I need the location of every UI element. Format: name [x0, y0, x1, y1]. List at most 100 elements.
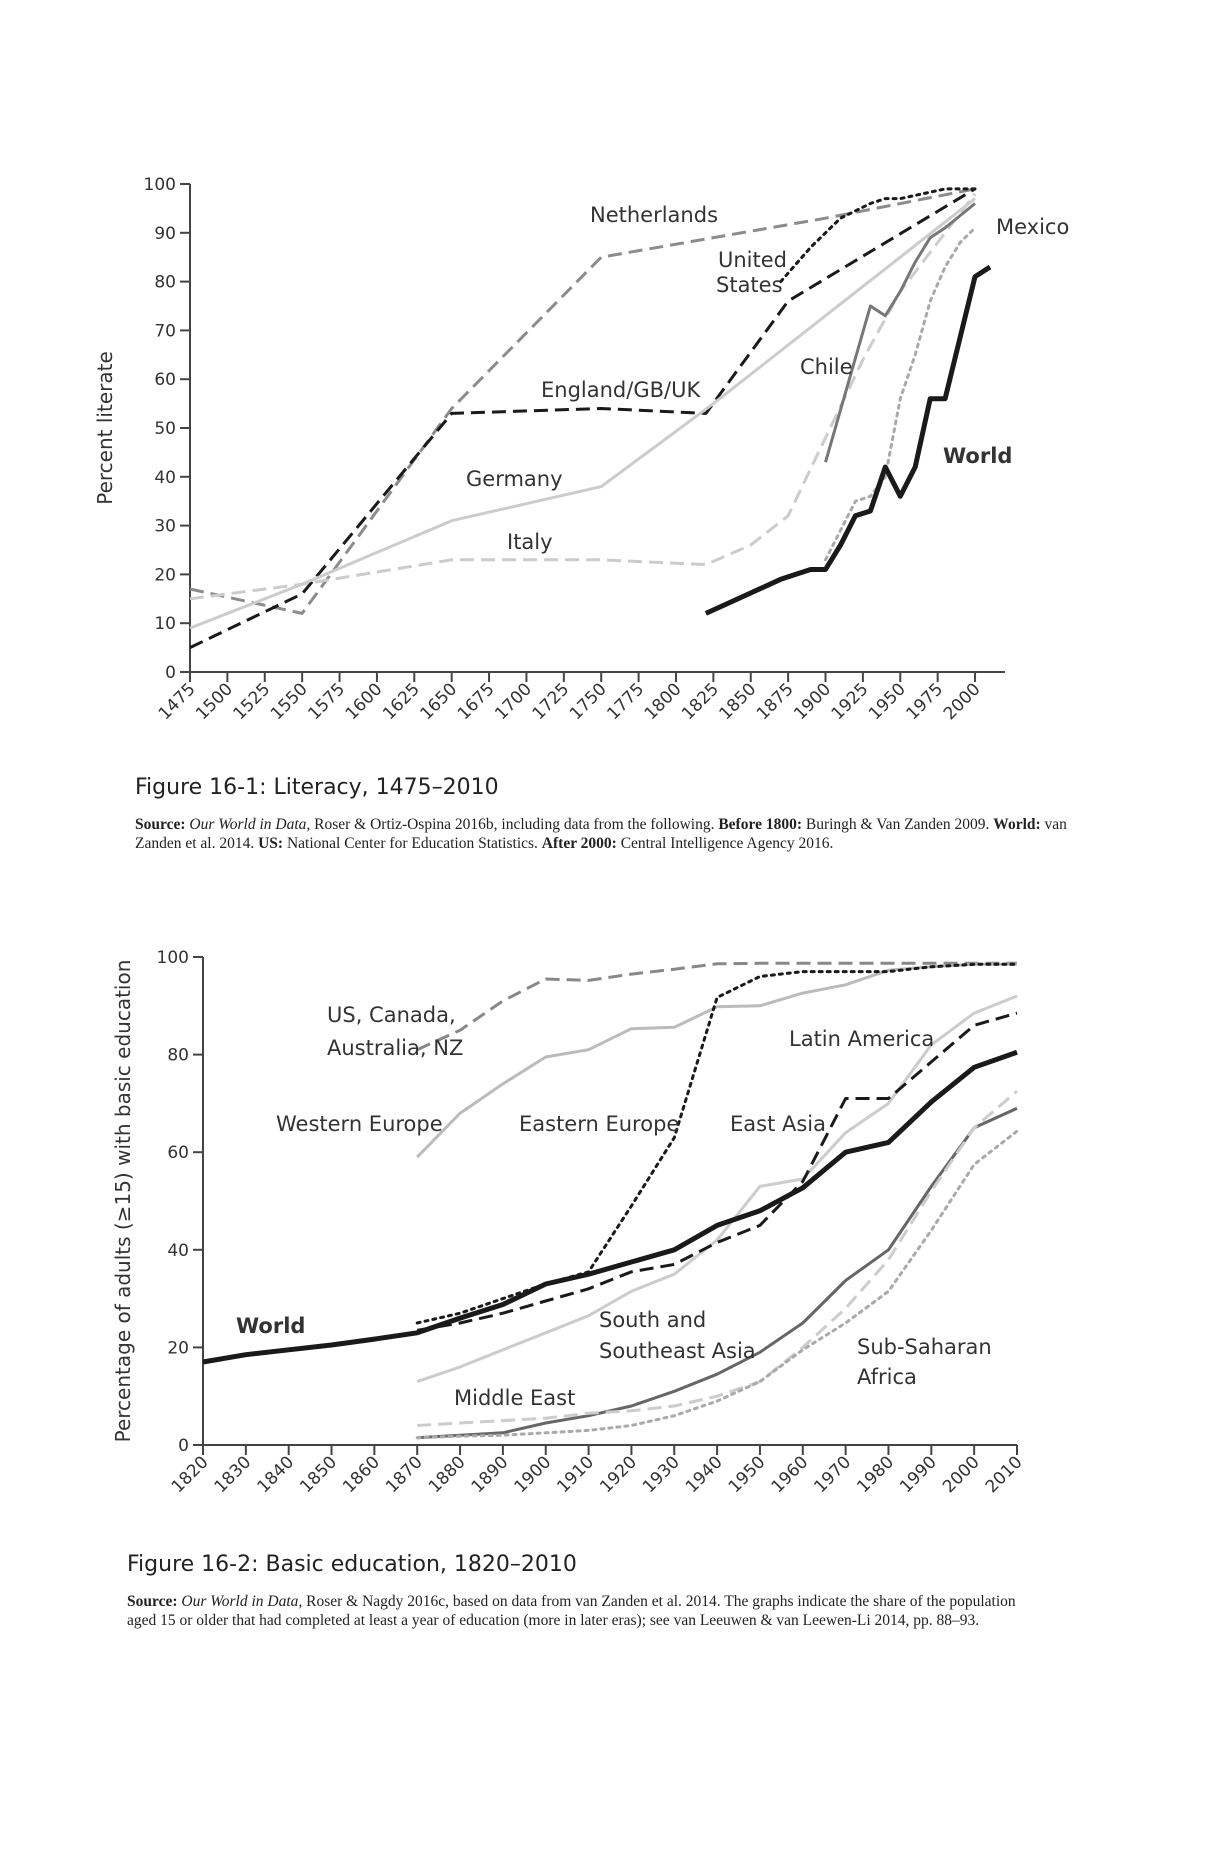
x-tick-label: 1970 [810, 1452, 855, 1497]
x-tick-label: 1650 [416, 679, 461, 724]
series-label: East Asia [730, 1112, 826, 1136]
y-tick-label: 20 [154, 565, 176, 585]
source-lead: Source: [127, 1593, 178, 1610]
x-tick-label: 1575 [304, 679, 349, 724]
source-text: Roser & Nagdy 2016c, based on data from … [127, 1593, 1016, 1629]
series-line-eastern-europe [415, 962, 1019, 1325]
x-tick-label: 1870 [382, 1452, 427, 1497]
figure-2-source: Source: Our World in Data, Roser & Nagdy… [127, 1592, 1037, 1630]
series-line-east-asia [416, 1011, 1018, 1332]
source-text: National Center for Education Statistics… [283, 835, 542, 852]
x-tick-label: 1890 [468, 1452, 513, 1497]
x-tick-label: 1840 [253, 1452, 298, 1497]
series-label: World [236, 1314, 305, 1338]
x-tick-label: 1860 [339, 1452, 384, 1497]
y-tick-label: 20 [167, 1338, 189, 1358]
x-tick-label: 1950 [865, 679, 910, 724]
series-line-netherlands [189, 187, 976, 615]
y-tick-label: 30 [154, 517, 176, 537]
series-line-world [202, 1049, 1018, 1365]
source-publication: Our World in Data, [189, 816, 311, 833]
x-tick-label: 1600 [342, 679, 387, 724]
x-tick-label: 1975 [902, 679, 947, 724]
x-tick-label: 1875 [753, 679, 798, 724]
series-label: Middle East [454, 1386, 575, 1410]
series-line-italy [189, 192, 977, 601]
series-label: Italy [507, 530, 553, 554]
series-line-chile [824, 202, 976, 463]
source-us: US: [258, 835, 284, 852]
source-text: Roser & Ortiz-Ospina 2016b, including da… [310, 816, 719, 833]
series-label: Germany [466, 467, 563, 491]
series-label: Southeast Asia [599, 1339, 756, 1363]
source-lead: Source: [135, 816, 186, 833]
y-tick-label: 60 [167, 1143, 189, 1163]
source-text: Central Intelligence Agency 2016. [616, 835, 834, 852]
x-tick-label: 1500 [192, 679, 237, 724]
x-tick-label: 1725 [529, 679, 574, 724]
series-label: Australia, NZ [327, 1036, 463, 1060]
series-line-england-gb-uk [189, 187, 976, 649]
y-tick-label: 100 [144, 175, 176, 195]
x-tick-label: 1880 [425, 1452, 470, 1497]
y-tick-label: 50 [154, 419, 176, 439]
y-tick-label: 70 [154, 321, 176, 341]
y-tick-label: 80 [154, 273, 176, 293]
series-line-sub-saharan-africa [415, 1129, 1019, 1440]
x-tick-label: 1800 [641, 679, 686, 724]
x-tick-label: 1475 [155, 679, 200, 724]
y-tick-label: 40 [167, 1241, 189, 1261]
x-tick-label: 1930 [639, 1452, 684, 1497]
x-tick-label: 1925 [828, 679, 873, 724]
series-line-latin-america [416, 994, 1018, 1384]
series-label: Africa [857, 1365, 917, 1389]
series-line-mexico [824, 226, 977, 562]
source-after-2000: After 2000: [541, 835, 617, 852]
x-tick-label: 1910 [553, 1452, 598, 1497]
x-tick-label: 1750 [566, 679, 611, 724]
x-tick-label: 1920 [596, 1452, 641, 1497]
series-line-united-states [779, 187, 977, 284]
x-tick-label: 2000 [940, 679, 985, 724]
series-line-world [704, 264, 992, 616]
x-tick-label: 1900 [790, 679, 835, 724]
source-text: Buringh & Van Zanden 2009. [802, 816, 994, 833]
series-label: US, Canada, [327, 1003, 456, 1027]
series-label: Western Europe [276, 1112, 443, 1136]
x-tick-label: 1830 [211, 1452, 256, 1497]
x-tick-label: 1990 [896, 1452, 941, 1497]
y-tick-label: 80 [167, 1046, 189, 1066]
x-tick-label: 1700 [491, 679, 536, 724]
figure-2-caption: Figure 16-2: Basic education, 1820–2010 [127, 1552, 577, 1577]
source-publication: Our World in Data, [181, 1593, 303, 1610]
series-line-south-and-southeast-asia [417, 1106, 1018, 1440]
series-label: World [943, 444, 1012, 468]
series-label: Eastern Europe [519, 1112, 679, 1136]
source-world: World: [993, 816, 1041, 833]
y-tick-label: 100 [157, 948, 189, 968]
series-label: United [718, 248, 787, 272]
series-label: States [716, 273, 783, 297]
source-text: van Zanden et al. 2014. [135, 816, 1067, 852]
x-tick-label: 1525 [230, 679, 275, 724]
y-tick-label: 0 [165, 663, 176, 683]
y-tick-label: 40 [154, 468, 176, 488]
x-tick-label: 1825 [678, 679, 723, 724]
y-tick-label: 0 [178, 1436, 189, 1456]
x-tick-label: 1960 [768, 1452, 813, 1497]
series-label: Mexico [996, 215, 1069, 239]
figure-1-caption: Figure 16-1: Literacy, 1475–2010 [135, 775, 499, 800]
series-line-western-europe [416, 962, 1017, 1159]
x-tick-label: 1820 [168, 1452, 213, 1497]
x-tick-label: 1775 [603, 679, 648, 724]
x-tick-label: 1850 [716, 679, 761, 724]
x-tick-label: 2000 [939, 1452, 984, 1497]
x-tick-label: 1940 [682, 1452, 727, 1497]
x-tick-label: 2010 [982, 1452, 1027, 1497]
series-label: Netherlands [590, 203, 718, 227]
x-tick-label: 1550 [267, 679, 312, 724]
x-tick-label: 1900 [511, 1452, 556, 1497]
x-tick-label: 1625 [379, 679, 424, 724]
y-tick-label: 60 [154, 370, 176, 390]
series-label: England/GB/UK [541, 378, 701, 402]
